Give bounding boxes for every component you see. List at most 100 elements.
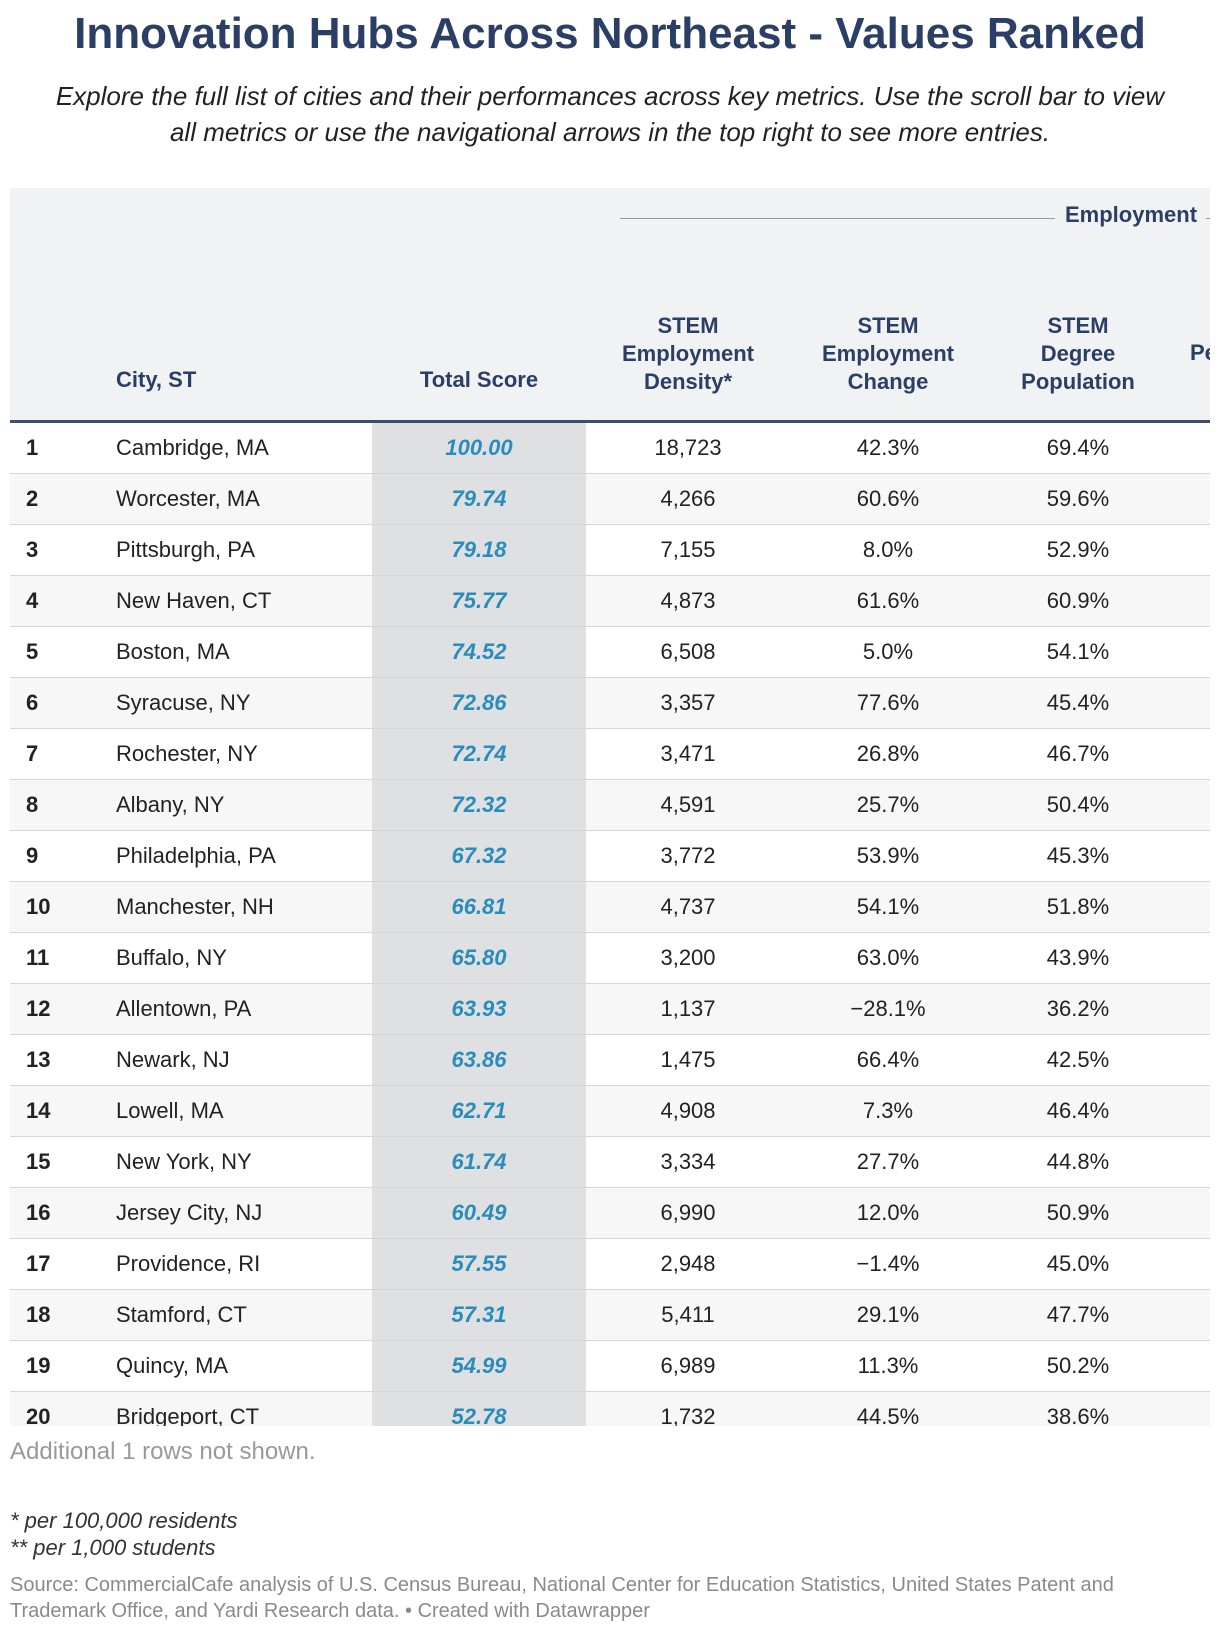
cell-rank: 4	[26, 588, 39, 613]
cell-rank: 18	[26, 1302, 51, 1327]
cell-total-score: 65.80	[372, 933, 586, 983]
cell-rank: 12	[26, 996, 51, 1021]
cell-stem-employment-change: 44.5%	[856, 1404, 920, 1426]
cell-city: Stamford, CT	[116, 1302, 247, 1327]
cell-stem-employment-change: 12.0%	[856, 1200, 920, 1225]
cell-stem-degree-population: 51.8%	[1046, 894, 1110, 919]
cell-total-score: 57.31	[372, 1290, 586, 1340]
cell-rank: 14	[26, 1098, 51, 1123]
cell-city: Philadelphia, PA	[116, 843, 276, 868]
group-divider-line-right	[1206, 218, 1210, 219]
cell-city: New Haven, CT	[116, 588, 272, 613]
table-row[interactable]: 17 Providence, RI 57.55 2,948 −1.4% 45.0%	[10, 1239, 1210, 1290]
table-row[interactable]: 20 Bridgeport, CT 52.78 1,732 44.5% 38.6%	[10, 1392, 1210, 1426]
column-header-stem-degree-population[interactable]: STEM Degree Population	[978, 312, 1178, 396]
table-row[interactable]: 3 Pittsburgh, PA 79.18 7,155 8.0% 52.9%	[10, 525, 1210, 576]
cell-stem-degree-population: 52.9%	[1046, 537, 1110, 562]
cell-stem-degree-population: 59.6%	[1046, 486, 1110, 511]
column-header-line: Pe	[1190, 340, 1210, 365]
table-row[interactable]: 18 Stamford, CT 57.31 5,411 29.1% 47.7%	[10, 1290, 1210, 1341]
cell-stem-employment-density: 6,508	[660, 639, 716, 664]
cell-stem-degree-population: 36.2%	[1046, 996, 1110, 1021]
cell-total-score: 100.00	[372, 423, 586, 473]
table-row[interactable]: 11 Buffalo, NY 65.80 3,200 63.0% 43.9%	[10, 933, 1210, 984]
table-row[interactable]: 1 Cambridge, MA 100.00 18,723 42.3% 69.4%	[10, 423, 1210, 474]
cell-stem-employment-density: 7,155	[660, 537, 716, 562]
cell-stem-employment-density: 4,873	[660, 588, 716, 613]
cell-rank: 8	[26, 792, 39, 817]
table-row[interactable]: 16 Jersey City, NJ 60.49 6,990 12.0% 50.9%	[10, 1188, 1210, 1239]
group-divider-line	[620, 218, 1055, 219]
column-header-stem-employment-density[interactable]: STEM Employment Density*	[588, 312, 788, 396]
column-header-line: STEM	[1047, 313, 1109, 338]
table-row[interactable]: 4 New Haven, CT 75.77 4,873 61.6% 60.9%	[10, 576, 1210, 627]
cell-stem-degree-population: 43.9%	[1046, 945, 1110, 970]
table-row[interactable]: 10 Manchester, NH 66.81 4,737 54.1% 51.8%	[10, 882, 1210, 933]
cell-stem-employment-change: 77.6%	[856, 690, 920, 715]
column-header-line: Employment	[821, 341, 955, 366]
cell-city: Manchester, NH	[116, 894, 274, 919]
cell-stem-employment-change: 25.7%	[856, 792, 920, 817]
cell-total-score: 60.49	[372, 1188, 586, 1238]
cell-stem-degree-population: 47.7%	[1046, 1302, 1110, 1327]
cell-total-score: 62.71	[372, 1086, 586, 1136]
cell-city: Providence, RI	[116, 1251, 261, 1276]
table-row[interactable]: 2 Worcester, MA 79.74 4,266 60.6% 59.6%	[10, 474, 1210, 525]
table-row[interactable]: 6 Syracuse, NY 72.86 3,357 77.6% 45.4%	[10, 678, 1210, 729]
cell-city: Lowell, MA	[116, 1098, 224, 1123]
cell-stem-employment-change: 5.0%	[862, 639, 914, 664]
cell-stem-employment-density: 4,266	[660, 486, 716, 511]
subtitle-line-2: all metrics or use the navigational arro…	[169, 117, 1051, 147]
cell-rank: 13	[26, 1047, 51, 1072]
cell-stem-employment-change: 63.0%	[856, 945, 920, 970]
column-header-cut-off[interactable]: Pe	[1190, 339, 1210, 367]
data-table[interactable]: Employment City, ST Total Score STEM Emp…	[10, 188, 1210, 1426]
cell-city: Boston, MA	[116, 639, 230, 664]
table-row[interactable]: 5 Boston, MA 74.52 6,508 5.0% 54.1%	[10, 627, 1210, 678]
table-row[interactable]: 15 New York, NY 61.74 3,334 27.7% 44.8%	[10, 1137, 1210, 1188]
cell-stem-employment-density: 4,737	[660, 894, 716, 919]
chart-title: Innovation Hubs Across Northeast - Value…	[74, 9, 1146, 58]
cell-stem-degree-population: 45.3%	[1046, 843, 1110, 868]
cell-stem-employment-density: 2,948	[660, 1251, 716, 1276]
cell-stem-employment-density: 3,200	[660, 945, 716, 970]
table-row[interactable]: 8 Albany, NY 72.32 4,591 25.7% 50.4%	[10, 780, 1210, 831]
cell-stem-employment-change: 11.3%	[857, 1353, 919, 1378]
column-header-city[interactable]: City, ST	[116, 366, 196, 394]
cell-stem-degree-population: 50.2%	[1046, 1353, 1110, 1378]
cell-rank: 6	[26, 690, 39, 715]
table-row[interactable]: 14 Lowell, MA 62.71 4,908 7.3% 46.4%	[10, 1086, 1210, 1137]
column-header-stem-employment-change[interactable]: STEM Employment Change	[788, 312, 988, 396]
cell-stem-degree-population: 69.4%	[1046, 435, 1110, 460]
cell-stem-employment-density: 3,471	[660, 741, 716, 766]
column-header-line: City, ST	[116, 367, 197, 392]
cell-total-score: 67.32	[372, 831, 586, 881]
cell-total-score: 61.74	[372, 1137, 586, 1187]
cell-rank: 11	[26, 945, 50, 970]
table-row[interactable]: 9 Philadelphia, PA 67.32 3,772 53.9% 45.3%	[10, 831, 1210, 882]
column-header-line: Employment	[621, 341, 755, 366]
chart-subtitle: Explore the full list of cities and thei…	[10, 78, 1210, 150]
source-line-1: Source: CommercialCafe analysis of U.S. …	[10, 1574, 1114, 1596]
table-row[interactable]: 7 Rochester, NY 72.74 3,471 26.8% 46.7%	[10, 729, 1210, 780]
cell-stem-employment-change: 7.3%	[862, 1098, 914, 1123]
table-row[interactable]: 12 Allentown, PA 63.93 1,137 −28.1% 36.2%	[10, 984, 1210, 1035]
column-header-total-score[interactable]: Total Score	[372, 366, 586, 394]
subtitle-line-1: Explore the full list of cities and thei…	[55, 81, 1165, 111]
cell-stem-employment-density: 4,908	[660, 1098, 716, 1123]
cell-total-score: 66.81	[372, 882, 586, 932]
cell-total-score: 72.86	[372, 678, 586, 728]
table-row[interactable]: 13 Newark, NJ 63.86 1,475 66.4% 42.5%	[10, 1035, 1210, 1086]
table-row[interactable]: 19 Quincy, MA 54.99 6,989 11.3% 50.2%	[10, 1341, 1210, 1392]
cell-city: Allentown, PA	[116, 996, 252, 1021]
cell-stem-degree-population: 44.8%	[1046, 1149, 1110, 1174]
column-header-line: Change	[847, 369, 929, 394]
cell-rank: 5	[26, 639, 39, 664]
cell-city: New York, NY	[116, 1149, 252, 1174]
cell-stem-employment-change: 29.1%	[856, 1302, 920, 1327]
cell-stem-employment-density: 3,357	[660, 690, 716, 715]
column-header-line: Density*	[643, 369, 733, 394]
source-note: Source: CommercialCafe analysis of U.S. …	[10, 1572, 1215, 1624]
cell-stem-degree-population: 50.4%	[1046, 792, 1110, 817]
cell-city: Jersey City, NJ	[116, 1200, 263, 1225]
